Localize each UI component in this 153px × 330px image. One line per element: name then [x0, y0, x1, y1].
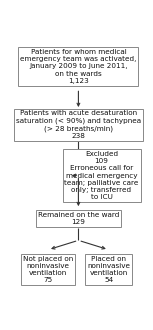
Text: Placed on
noninvasive
ventilation
54: Placed on noninvasive ventilation 54 — [87, 256, 130, 283]
Text: Remained on the ward
129: Remained on the ward 129 — [38, 212, 119, 225]
Text: Patients for whom medical
emergency team was activated,
January 2009 to June 201: Patients for whom medical emergency team… — [20, 49, 137, 84]
Text: Excluded
109
Erroneous call for
medical emergency
team; palliative care
only; tr: Excluded 109 Erroneous call for medical … — [64, 151, 139, 200]
Text: Not placed on
noninvasive
ventilation
75: Not placed on noninvasive ventilation 75 — [23, 256, 73, 283]
Text: Patients with acute desaturation
saturation (< 90%) and tachypnea
(> 28 breaths/: Patients with acute desaturation saturat… — [16, 110, 141, 139]
